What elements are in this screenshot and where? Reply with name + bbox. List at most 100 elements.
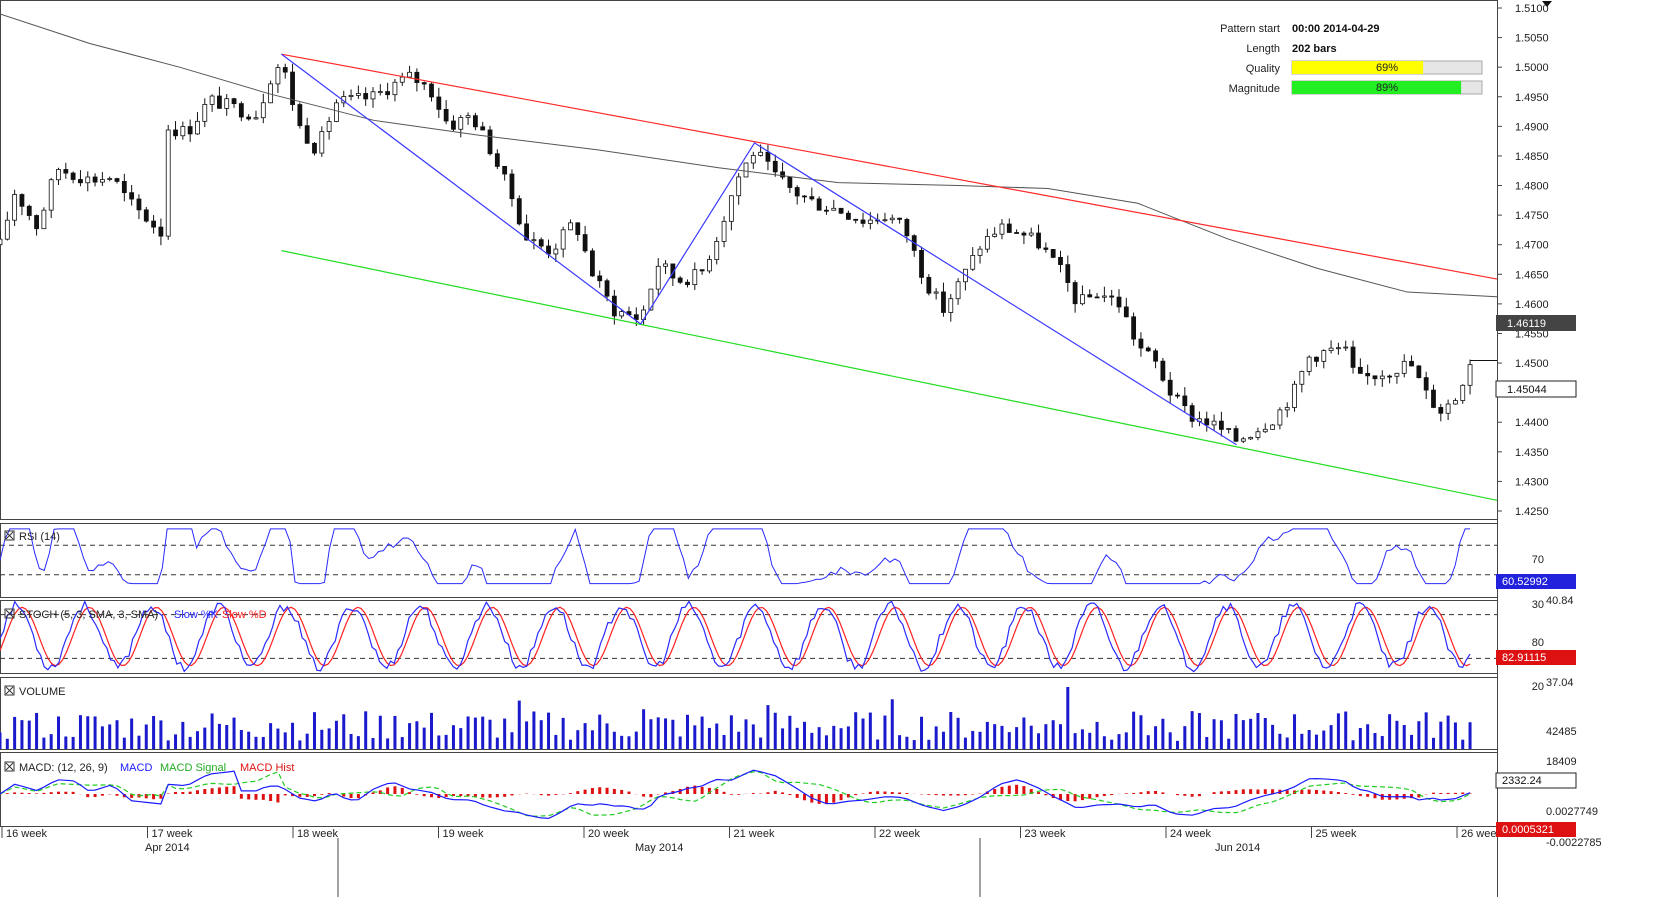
candle-body <box>1175 394 1180 397</box>
macd-hist-bar <box>217 787 221 794</box>
macd-hist-bar <box>934 794 938 796</box>
volume-bar <box>598 714 602 749</box>
volume-bar <box>1285 737 1289 749</box>
macd-hist-bar <box>503 794 507 797</box>
scroll-marker-icon[interactable] <box>1542 1 1552 7</box>
volume-bar <box>839 728 843 749</box>
volume-bar <box>751 724 755 749</box>
price-tick-label: 1.4950 <box>1515 92 1549 104</box>
candle-body <box>787 176 793 188</box>
price-tick-label: 1.4900 <box>1515 121 1549 133</box>
price-tick-label: 1.4800 <box>1515 181 1549 193</box>
volume-bar <box>1388 714 1392 749</box>
volume-bar <box>788 715 792 749</box>
macd-hist-bar <box>729 794 733 795</box>
time-axis: 16 week 17 week 18 week 19 week 20 week 21 we… <box>1 826 1502 897</box>
candle-body <box>246 116 252 120</box>
volume-bar <box>525 721 529 749</box>
candle-body <box>151 220 156 228</box>
volume-bar <box>1249 718 1253 749</box>
macd-hist-bar <box>342 794 346 797</box>
candle-body <box>1123 306 1129 318</box>
candle-body <box>70 172 76 180</box>
volume-bar <box>1329 725 1333 749</box>
volume-bar <box>1088 732 1092 749</box>
week-label: 25 week <box>1316 828 1357 840</box>
volume-bar <box>1366 724 1370 749</box>
volume-bar <box>795 727 799 749</box>
length-value: 202 bars <box>1292 43 1337 55</box>
macd-legend-macd: MACD <box>120 762 152 774</box>
volume-bar <box>444 734 448 749</box>
volume-label: VOLUME <box>19 686 65 698</box>
candle-body <box>472 115 478 128</box>
volume-bar <box>1102 736 1106 749</box>
volume-bar <box>1446 715 1450 749</box>
volume-bar <box>1190 711 1194 749</box>
volume-bar <box>422 727 426 749</box>
macd-close-icon[interactable] <box>4 761 15 772</box>
month-label: Jun 2014 <box>1215 842 1260 854</box>
candle-body <box>334 102 339 122</box>
macd-signal-line <box>0 771 1471 817</box>
candle-body <box>56 169 61 181</box>
volume-bar <box>898 735 902 749</box>
volume-bar <box>247 731 251 749</box>
volume-bar <box>612 731 616 749</box>
volume-bar <box>620 735 624 749</box>
macd-hist-bar <box>956 794 960 796</box>
candle-body <box>1460 384 1466 401</box>
macd-hist-bar <box>751 793 755 794</box>
volume-bar <box>671 719 675 749</box>
volume-bar <box>378 715 382 749</box>
volume-bar <box>1022 717 1026 749</box>
volume-bar <box>634 731 638 749</box>
volume-bar <box>1095 721 1099 749</box>
candle-body <box>977 248 983 256</box>
macd-hist-bar <box>1307 789 1311 794</box>
candle-body <box>480 126 486 131</box>
macd-hist-bar <box>239 794 243 799</box>
stoch-close-icon[interactable] <box>4 608 15 619</box>
volume-bar <box>1293 714 1297 749</box>
rsi-value-tag <box>1496 574 1576 589</box>
panel-frames <box>0 0 1498 897</box>
candle-body <box>728 195 734 222</box>
volume-bar <box>539 720 543 749</box>
rsi-close-icon[interactable] <box>4 530 15 541</box>
candle-body <box>4 219 10 240</box>
volume-bar <box>956 717 960 749</box>
macd-hist-bar <box>1197 794 1201 797</box>
candle-body <box>575 222 581 235</box>
pattern-start-value: 00:00 2014-04-29 <box>1292 23 1379 35</box>
candle-body <box>370 91 376 100</box>
macd-panel <box>0 769 1472 819</box>
zigzag-line <box>281 53 1237 446</box>
volume-bar <box>400 737 404 749</box>
candle-body <box>633 314 639 320</box>
macd-hist-bar <box>1263 789 1267 794</box>
macd-hist-bar <box>1461 792 1465 794</box>
candle-body <box>1145 347 1151 352</box>
macd-hist-bar <box>1015 784 1019 794</box>
macd-hist-bar <box>927 794 931 795</box>
volume-bar <box>890 699 894 749</box>
macd-hist-bar <box>781 792 785 794</box>
volume-close-icon[interactable] <box>4 685 15 696</box>
candle-body <box>1021 232 1027 236</box>
candle-body <box>209 95 215 105</box>
volume-bar <box>305 733 309 749</box>
macd-hist-bar <box>203 789 207 794</box>
candle-body <box>984 236 990 250</box>
volume-bar <box>35 712 39 749</box>
candle-body <box>421 82 427 85</box>
macd-hist-bar <box>356 794 360 799</box>
candle-body <box>1299 371 1305 385</box>
macd-hist-bar <box>1410 794 1414 799</box>
volume-bar <box>568 739 572 749</box>
candle-body <box>553 248 559 255</box>
quality-value: 69% <box>1376 62 1398 74</box>
macd-hist-bar <box>247 794 251 800</box>
volume-bar <box>1139 715 1143 749</box>
macd-hist-bar <box>905 793 909 794</box>
